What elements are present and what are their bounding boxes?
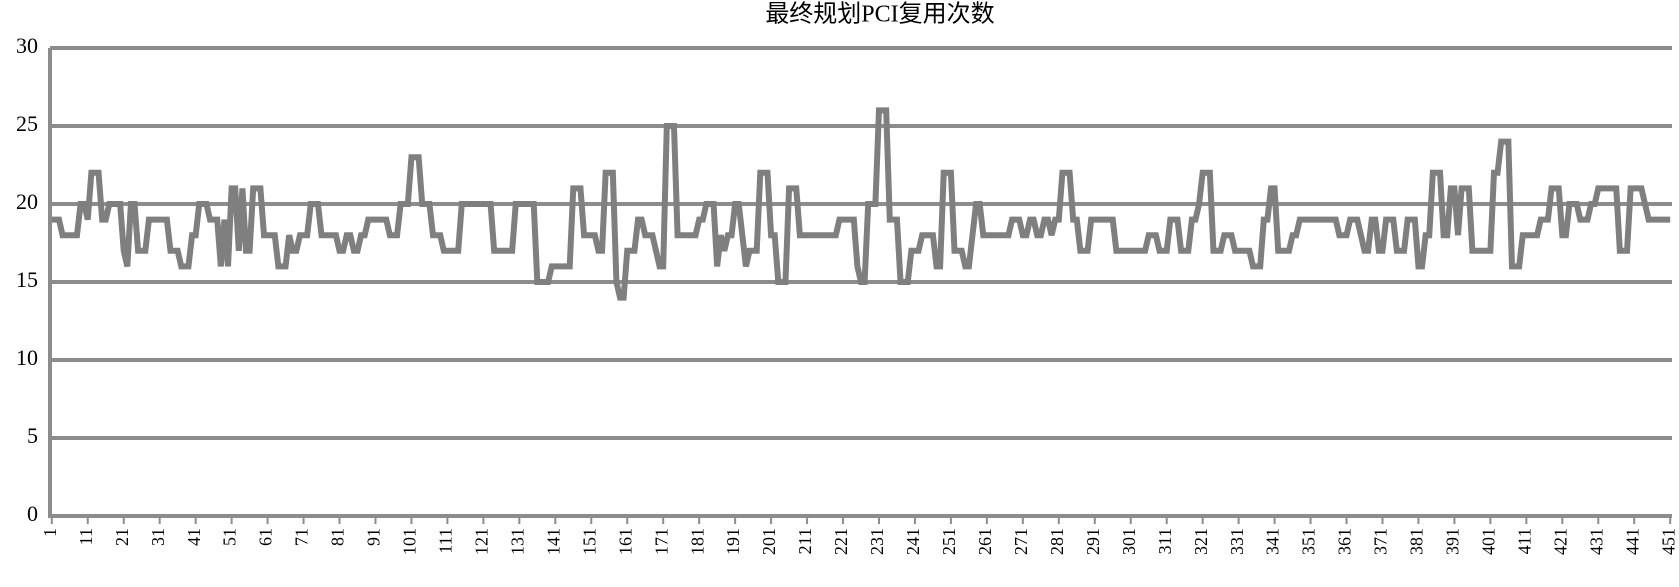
y-tick-label: 15 — [16, 267, 38, 292]
y-tick-label: 10 — [16, 345, 38, 370]
x-tick-label: 191 — [723, 528, 743, 555]
x-tick-label: 91 — [364, 528, 384, 546]
x-tick-label: 221 — [831, 528, 851, 555]
x-tick-label: 31 — [148, 528, 168, 546]
x-tick-label: 231 — [867, 528, 887, 555]
x-tick-label: 371 — [1371, 528, 1391, 555]
x-tick-label: 81 — [328, 528, 348, 546]
y-tick-label: 5 — [27, 423, 38, 448]
x-tick-label: 361 — [1335, 528, 1355, 555]
y-tick-label: 20 — [16, 189, 38, 214]
x-tick-label: 261 — [975, 528, 995, 555]
x-tick-label: 271 — [1011, 528, 1031, 555]
x-tick-label: 61 — [256, 528, 276, 546]
x-tick-label: 431 — [1586, 528, 1606, 555]
x-tick-label: 141 — [543, 528, 563, 555]
x-tick-label: 161 — [615, 528, 635, 555]
x-tick-label: 411 — [1514, 528, 1534, 554]
x-tick-label: 1 — [40, 528, 60, 537]
x-tick-label: 101 — [400, 528, 420, 555]
x-tick-label: 181 — [687, 528, 707, 555]
x-tick-label: 281 — [1047, 528, 1067, 555]
x-tick-label: 331 — [1227, 528, 1247, 555]
x-tick-label: 311 — [1155, 528, 1175, 554]
x-tick-label: 151 — [579, 528, 599, 555]
y-tick-label: 30 — [16, 33, 38, 58]
x-tick-label: 241 — [903, 528, 923, 555]
x-tick-label: 351 — [1299, 528, 1319, 555]
y-tick-label: 0 — [27, 501, 38, 526]
y-tick-label: 25 — [16, 111, 38, 136]
x-tick-label: 201 — [759, 528, 779, 555]
x-tick-label: 21 — [112, 528, 132, 546]
x-tick-label: 251 — [939, 528, 959, 555]
x-tick-label: 301 — [1119, 528, 1139, 555]
x-tick-label: 451 — [1658, 528, 1678, 555]
x-tick-label: 321 — [1191, 528, 1211, 555]
x-tick-label: 381 — [1407, 528, 1427, 555]
x-tick-label: 211 — [795, 528, 815, 554]
x-tick-label: 11 — [76, 528, 96, 545]
data-line — [51, 107, 1671, 301]
x-tick-label: 401 — [1479, 528, 1499, 555]
x-tick-label: 131 — [507, 528, 527, 555]
x-tick-label: 391 — [1443, 528, 1463, 555]
x-tick-label: 441 — [1622, 528, 1642, 555]
x-tick-label: 421 — [1550, 528, 1570, 555]
x-tick-label: 171 — [651, 528, 671, 555]
x-tick-label: 71 — [292, 528, 312, 546]
x-tick-label: 341 — [1263, 528, 1283, 555]
x-tick-label: 111 — [436, 528, 456, 554]
x-tick-label: 291 — [1083, 528, 1103, 555]
x-tick-label: 41 — [184, 528, 204, 546]
x-tick-label: 51 — [220, 528, 240, 546]
x-tick-label: 121 — [471, 528, 491, 555]
chart-title: 最终规划PCI复用次数 — [765, 1, 994, 28]
